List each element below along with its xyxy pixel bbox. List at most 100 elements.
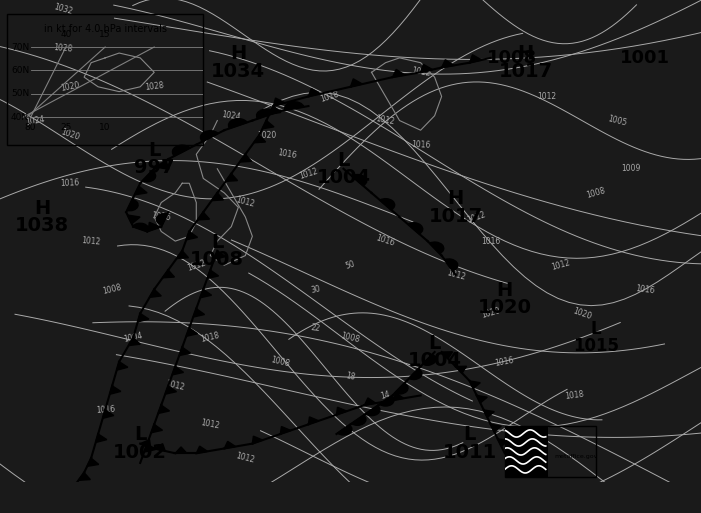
Text: 25: 25 <box>60 123 72 132</box>
Text: 1032: 1032 <box>53 3 74 16</box>
Text: 1024: 1024 <box>25 114 46 127</box>
Text: 1028: 1028 <box>53 43 73 53</box>
Text: in kt for 4.0 hPa intervals: in kt for 4.0 hPa intervals <box>43 24 167 33</box>
Text: 1012: 1012 <box>165 379 186 392</box>
Polygon shape <box>262 121 274 129</box>
Polygon shape <box>308 417 319 424</box>
Polygon shape <box>163 270 175 278</box>
Text: 1016: 1016 <box>494 356 515 368</box>
Polygon shape <box>224 441 236 448</box>
Text: H
1017: H 1017 <box>498 45 553 81</box>
Polygon shape <box>226 173 238 182</box>
Bar <box>505 426 548 477</box>
Polygon shape <box>442 352 453 359</box>
Wedge shape <box>366 406 380 416</box>
Polygon shape <box>154 444 165 451</box>
Text: 40N: 40N <box>11 113 29 122</box>
Text: 1020: 1020 <box>480 306 501 321</box>
Text: L
997: L 997 <box>134 141 175 177</box>
Wedge shape <box>409 369 422 380</box>
Text: 1005: 1005 <box>606 114 627 127</box>
Polygon shape <box>477 396 487 403</box>
Polygon shape <box>102 410 114 419</box>
Text: 10: 10 <box>100 123 111 132</box>
Text: 1012: 1012 <box>81 236 101 246</box>
Polygon shape <box>336 407 347 415</box>
Text: 1012: 1012 <box>235 451 256 465</box>
Polygon shape <box>498 439 508 446</box>
Polygon shape <box>128 215 140 224</box>
Polygon shape <box>484 410 494 418</box>
Polygon shape <box>149 289 161 298</box>
Text: 1020: 1020 <box>571 306 592 321</box>
Text: 1012: 1012 <box>410 66 431 78</box>
Polygon shape <box>79 472 90 480</box>
Text: L
1011: L 1011 <box>442 425 497 462</box>
Text: 1016: 1016 <box>635 284 655 295</box>
Text: 1008: 1008 <box>102 283 123 296</box>
Text: 1012: 1012 <box>537 92 557 101</box>
Text: L
1008: L 1008 <box>190 232 245 269</box>
Wedge shape <box>380 199 395 210</box>
Text: 1016: 1016 <box>95 405 115 415</box>
Text: 1020: 1020 <box>60 81 81 93</box>
Polygon shape <box>87 458 99 466</box>
Text: 1018: 1018 <box>200 331 221 344</box>
Polygon shape <box>109 386 121 394</box>
Text: 1012: 1012 <box>200 418 221 430</box>
Text: 1016: 1016 <box>375 234 396 248</box>
Polygon shape <box>135 186 147 195</box>
Text: 1016: 1016 <box>277 148 298 161</box>
Polygon shape <box>308 88 320 96</box>
Polygon shape <box>200 289 212 298</box>
Wedge shape <box>423 354 436 365</box>
Polygon shape <box>151 424 163 433</box>
Polygon shape <box>116 362 128 370</box>
Polygon shape <box>198 212 210 220</box>
Text: 1016: 1016 <box>481 236 501 246</box>
Text: 50N: 50N <box>11 89 29 98</box>
Wedge shape <box>380 396 394 406</box>
Text: 1018: 1018 <box>319 89 340 104</box>
Text: L
1002: L 1002 <box>113 425 168 462</box>
Text: L
1004: L 1004 <box>316 150 371 187</box>
Wedge shape <box>352 416 366 425</box>
Text: 1008: 1008 <box>585 186 606 200</box>
Wedge shape <box>172 145 190 156</box>
Text: L
1015: L 1015 <box>573 320 619 355</box>
Wedge shape <box>430 242 444 253</box>
Text: 1012: 1012 <box>186 258 207 272</box>
Text: 18: 18 <box>345 371 356 382</box>
Text: 1028: 1028 <box>144 81 164 92</box>
Text: 1016: 1016 <box>151 211 171 223</box>
Polygon shape <box>158 405 170 413</box>
Wedge shape <box>352 174 367 186</box>
Polygon shape <box>148 222 161 231</box>
Polygon shape <box>269 106 281 114</box>
Polygon shape <box>470 55 482 63</box>
Polygon shape <box>421 64 433 72</box>
Polygon shape <box>215 251 226 259</box>
Polygon shape <box>273 98 285 106</box>
Polygon shape <box>196 446 207 453</box>
Polygon shape <box>179 347 191 356</box>
Text: H
1034: H 1034 <box>211 45 266 81</box>
Wedge shape <box>257 109 275 119</box>
Text: 1001: 1001 <box>620 49 670 67</box>
Polygon shape <box>144 444 156 452</box>
Text: 22: 22 <box>310 323 321 333</box>
Text: 1009: 1009 <box>621 164 641 173</box>
Polygon shape <box>186 231 198 240</box>
Polygon shape <box>365 398 376 405</box>
Polygon shape <box>252 436 263 444</box>
Polygon shape <box>393 393 404 400</box>
Wedge shape <box>142 171 156 182</box>
Text: 1024: 1024 <box>221 110 242 122</box>
Polygon shape <box>193 309 205 317</box>
Wedge shape <box>408 223 423 234</box>
Text: 1012: 1012 <box>445 268 466 282</box>
Wedge shape <box>229 119 247 128</box>
Text: 1018: 1018 <box>565 390 585 401</box>
Text: 1012: 1012 <box>298 166 319 181</box>
Polygon shape <box>491 424 501 432</box>
